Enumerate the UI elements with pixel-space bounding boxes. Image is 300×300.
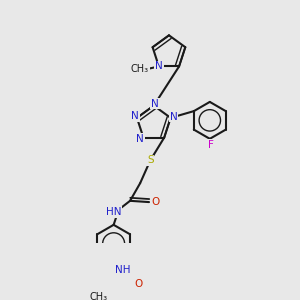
Text: CH₃: CH₃: [89, 292, 107, 300]
Text: N: N: [131, 111, 139, 121]
Text: N: N: [170, 112, 178, 122]
Text: HN: HN: [106, 207, 122, 217]
Text: N: N: [155, 61, 163, 71]
Text: S: S: [147, 155, 154, 165]
Text: CH₃: CH₃: [131, 64, 149, 74]
Text: O: O: [151, 197, 160, 207]
Text: N: N: [136, 134, 144, 144]
Text: O: O: [134, 279, 142, 289]
Text: F: F: [208, 140, 214, 150]
Text: N: N: [151, 99, 159, 109]
Text: NH: NH: [115, 265, 130, 275]
